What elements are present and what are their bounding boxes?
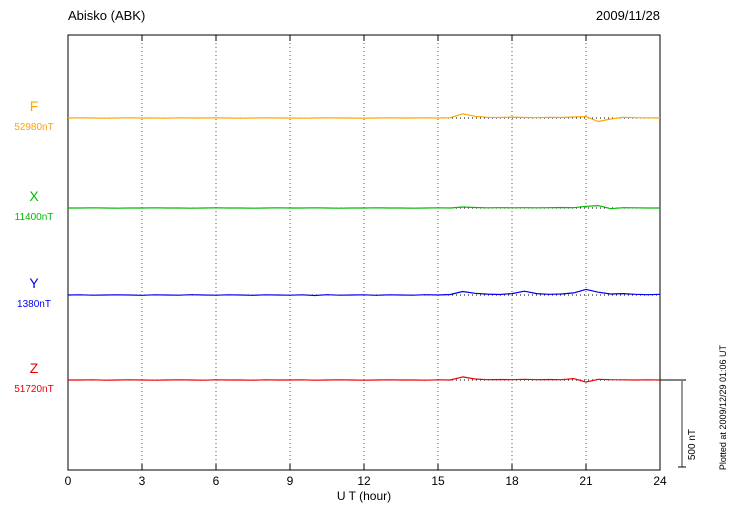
x-axis-title: U T (hour) [336,489,392,503]
trace-Y [67,288,661,297]
channel-letter-F: F [29,98,39,114]
channel-baseline-value-Z: 51720nT [14,384,54,395]
trace-Z [68,376,661,383]
x-tick-label: 0 [64,474,72,488]
date-label: 2009/11/28 [595,8,660,23]
trace-F [67,113,661,123]
x-tick-label: 3 [138,474,146,488]
trace-X [68,205,660,210]
channel-baseline-value-F: 52980nT [14,122,54,133]
channel-baseline-value-X: 11400nT [14,212,54,223]
channel-letter-Z: Z [29,360,39,376]
scale-bar-label: 500 nT [687,428,698,460]
x-tick-label: 6 [212,474,220,488]
x-tick-label: 24 [653,474,667,488]
channel-baseline-value-Y: 1380nT [17,299,51,310]
plotted-at-note: Plotted at 2009/12/29 01:06 UT [718,344,728,470]
channel-letter-X: X [29,188,39,204]
station-title: Abisko (ABK) [68,8,146,23]
channel-letter-Y: Y [29,275,39,291]
x-tick-label: 9 [286,474,294,488]
x-tick-label: 21 [579,474,593,488]
x-tick-label: 15 [431,474,445,488]
plot-border [67,34,661,471]
x-tick-label: 12 [357,474,371,488]
x-tick-label: 18 [505,474,519,488]
